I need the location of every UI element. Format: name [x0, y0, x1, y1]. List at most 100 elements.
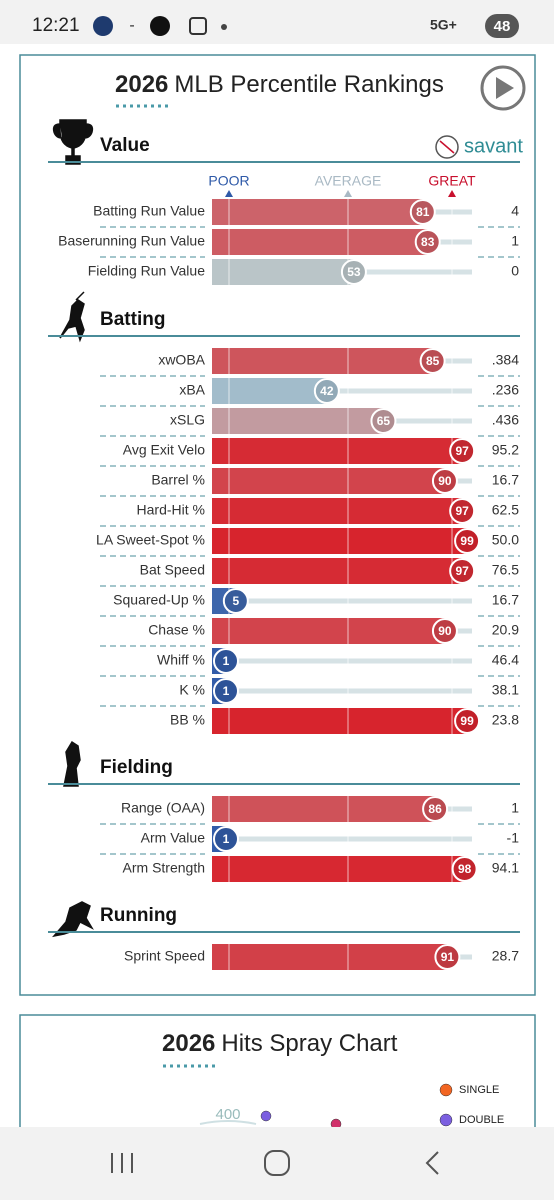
percentile-marker [434, 944, 461, 970]
stat-value: 28.7 [492, 948, 519, 964]
stat-value: 46.4 [492, 652, 519, 668]
field-arc [199, 1120, 257, 1125]
legend-swatch [439, 1113, 453, 1127]
percentile-marker [213, 826, 239, 852]
legend-label: DOUBLE [459, 1114, 504, 1126]
legend-swatch [439, 1083, 453, 1097]
stat-value: 23.8 [492, 712, 519, 728]
percentile-label: 53 [347, 265, 361, 279]
stat-value: 16.7 [492, 592, 519, 608]
percentile-bar [212, 944, 448, 970]
metric-label: Range (OAA) [121, 800, 205, 816]
percentile-label: 86 [428, 802, 442, 816]
legend-label: SINGLE [459, 1084, 499, 1096]
stat-value: .236 [492, 382, 519, 398]
play-button[interactable] [480, 65, 526, 111]
percentile-marker [213, 648, 239, 674]
metric-label: Bat Speed [140, 562, 205, 578]
play-icon[interactable] [496, 77, 514, 99]
title-year: 2026 [115, 71, 168, 98]
status-bar [0, 0, 554, 44]
percentile-marker [313, 378, 340, 404]
stat-value: 20.9 [492, 622, 519, 638]
metric-label: xBA [179, 382, 205, 398]
percentile-marker [213, 678, 239, 704]
spray-title: 2026 Hits Spray Chart [162, 1030, 398, 1057]
stat-value: 0 [511, 263, 519, 279]
hit-dot [260, 1110, 272, 1122]
percentile-label: 98 [458, 862, 472, 876]
percentile-bar [212, 498, 463, 524]
dot-icon [221, 24, 227, 30]
metric-label: Squared-Up % [113, 592, 205, 608]
section-title: Batting [100, 309, 165, 330]
percentile-marker [419, 348, 446, 374]
nav-recent[interactable] [111, 1153, 133, 1173]
percentile-marker [409, 199, 436, 225]
metric-label: LA Sweet-Spot % [96, 532, 205, 548]
metric-label: xwOBA [158, 352, 205, 368]
percentile-marker [454, 528, 481, 554]
screenshot-icon [189, 17, 207, 35]
scale-marker [344, 190, 352, 197]
nav-bar [0, 1127, 554, 1200]
percentile-marker [370, 408, 397, 434]
percentile-label: 1 [223, 684, 230, 698]
percentile-bar [212, 378, 327, 404]
percentile-bar [212, 856, 465, 882]
status-battery: 48 [494, 18, 511, 35]
stat-value: 4 [511, 203, 519, 219]
percentile-label: 97 [455, 444, 469, 458]
percentile-label: 90 [438, 624, 452, 638]
metric-label: K % [179, 682, 205, 698]
stat-value: 76.5 [492, 562, 519, 578]
percentile-label: 99 [460, 534, 474, 548]
brand: savant [464, 135, 523, 157]
metric-label: Batting Run Value [93, 203, 205, 219]
percentile-bar [212, 348, 433, 374]
percentile-bar [212, 229, 428, 255]
percentile-marker [422, 796, 449, 822]
percentile-bar [212, 408, 384, 434]
savant-logo-seam [439, 140, 455, 154]
percentile-marker [449, 558, 476, 584]
spray-year: 2026 [162, 1030, 215, 1057]
percentile-label: 5 [232, 594, 239, 608]
section-title: Fielding [100, 757, 173, 778]
metric-label: Chase % [148, 622, 205, 638]
metric-label: Hard-Hit % [137, 502, 205, 518]
percentile-marker [414, 229, 441, 255]
percentile-marker [431, 468, 458, 494]
percentile-label: 99 [460, 714, 474, 728]
percentile-bar [212, 259, 354, 285]
stat-value: 16.7 [492, 472, 519, 488]
spray-title-text: Hits Spray Chart [221, 1030, 397, 1057]
nav-back[interactable] [425, 1151, 439, 1175]
percentile-label: 42 [320, 384, 334, 398]
scale-label: GREAT [428, 173, 476, 189]
stat-value: 1 [511, 233, 519, 249]
stat-value: 1 [511, 800, 519, 816]
percentile-label: 1 [223, 832, 230, 846]
section-title: Value [100, 135, 150, 156]
percentile-marker [340, 259, 367, 285]
percentile-marker [449, 498, 476, 524]
stat-value: 95.2 [492, 442, 519, 458]
section-icon [52, 119, 94, 165]
percentile-label: 85 [426, 354, 440, 368]
percentile-label: 1 [223, 654, 230, 668]
percentile-label: 90 [438, 474, 452, 488]
scale-marker [225, 190, 233, 197]
spray-axis-label: 400 [215, 1106, 240, 1123]
metric-label: Barrel % [151, 472, 205, 488]
metric-label: Arm Value [141, 830, 206, 846]
percentile-marker [222, 588, 249, 614]
percentile-bar [212, 796, 436, 822]
percentile-bar [212, 558, 463, 584]
percentile-marker [454, 708, 481, 734]
percentile-bar [212, 618, 445, 644]
percentile-label: 81 [416, 205, 430, 219]
nav-home[interactable] [264, 1150, 290, 1176]
percentile-label: 65 [377, 414, 391, 428]
